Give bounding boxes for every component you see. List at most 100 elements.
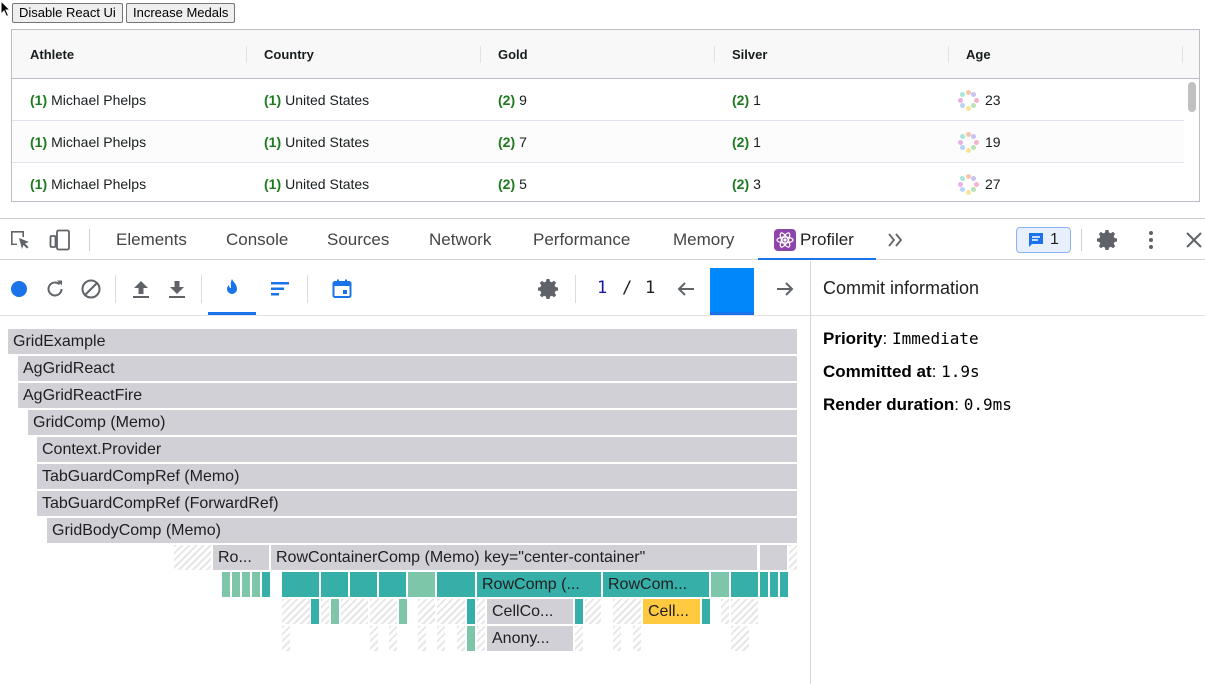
flame-node-unrendered[interactable]: [575, 626, 583, 651]
flame-node[interactable]: [350, 572, 377, 597]
previous-commit-arrow-icon[interactable]: [674, 277, 698, 301]
close-icon[interactable]: [1182, 228, 1205, 252]
flame-node-unrendered[interactable]: [731, 599, 758, 624]
flame-node-unrendered[interactable]: [731, 626, 749, 651]
flame-node-unrendered[interactable]: [721, 599, 729, 624]
reload-and-profile-icon[interactable]: [43, 277, 67, 301]
flame-node-unrendered[interactable]: [418, 626, 426, 651]
flame-node[interactable]: GridExample: [8, 329, 797, 354]
flame-node[interactable]: [262, 572, 270, 597]
flame-node[interactable]: AgGridReactFire: [18, 383, 797, 408]
flame-node[interactable]: Context.Provider: [37, 437, 797, 462]
grid-scrollbar[interactable]: [1188, 82, 1196, 112]
flamegraph-icon[interactable]: [220, 277, 244, 301]
flame-node-unrendered[interactable]: [174, 545, 211, 570]
flame-node[interactable]: [731, 572, 758, 597]
save-profile-icon[interactable]: [165, 277, 189, 301]
flame-node[interactable]: [282, 572, 319, 597]
flame-node[interactable]: GridComp (Memo): [28, 410, 797, 435]
flame-node[interactable]: [575, 599, 583, 624]
flame-node-unrendered[interactable]: [477, 599, 485, 624]
disable-react-ui-button[interactable]: Disable React Ui: [12, 3, 123, 23]
table-row[interactable]: (1) Michael Phelps (1) United States (2) 9 …: [12, 79, 1184, 121]
header-athlete[interactable]: Athlete: [30, 47, 75, 62]
table-row[interactable]: (1) Michael Phelps (1) United States (2) 7 …: [12, 121, 1184, 163]
flame-node-unrendered[interactable]: [341, 599, 368, 624]
more-tabs-chevron-icon[interactable]: [884, 228, 908, 252]
flame-node-unrendered[interactable]: [418, 599, 435, 624]
flame-node[interactable]: TabGuardCompRef (ForwardRef): [37, 491, 797, 516]
flame-node[interactable]: [252, 572, 260, 597]
flame-node-unrendered[interactable]: [477, 626, 485, 651]
flame-node[interactable]: [408, 572, 435, 597]
tab-elements[interactable]: Elements: [116, 230, 187, 249]
flame-node[interactable]: [760, 545, 787, 570]
flame-node[interactable]: [770, 572, 778, 597]
header-separator[interactable]: [246, 46, 247, 63]
header-separator[interactable]: [1182, 46, 1183, 63]
flame-node[interactable]: [399, 599, 407, 624]
profiler-settings-gear-icon[interactable]: [537, 277, 561, 301]
flame-node-unrendered[interactable]: [437, 599, 465, 624]
flame-node-unrendered[interactable]: [321, 599, 329, 624]
flame-node[interactable]: [780, 572, 788, 597]
flame-node[interactable]: TabGuardCompRef (Memo): [37, 464, 797, 489]
header-silver[interactable]: Silver: [732, 47, 768, 62]
flame-node[interactable]: [321, 572, 348, 597]
flame-node-unrendered[interactable]: [282, 599, 310, 624]
more-options-icon[interactable]: [1139, 228, 1163, 252]
flame-node[interactable]: Cell...: [643, 599, 700, 624]
flame-node[interactable]: [222, 572, 230, 597]
device-toolbar-icon[interactable]: [48, 228, 72, 252]
flame-node[interactable]: RowContainerComp (Memo) key="center-cont…: [271, 545, 757, 570]
flame-node-unrendered[interactable]: [370, 599, 397, 624]
flame-node[interactable]: RowComp (...: [477, 572, 601, 597]
flame-node[interactable]: [311, 599, 319, 624]
flame-node-unrendered[interactable]: [437, 626, 445, 651]
header-separator[interactable]: [480, 46, 481, 63]
flame-node-unrendered[interactable]: [389, 626, 397, 651]
flame-node-unrendered[interactable]: [282, 626, 290, 651]
gear-icon[interactable]: [1096, 228, 1120, 252]
flame-node-unrendered[interactable]: [613, 626, 621, 651]
header-age[interactable]: Age: [966, 47, 991, 62]
tab-performance[interactable]: Performance: [533, 230, 631, 249]
flame-node[interactable]: [379, 572, 406, 597]
load-profile-icon[interactable]: [129, 277, 153, 301]
commit-bar[interactable]: [710, 268, 754, 312]
flame-node[interactable]: [331, 599, 339, 624]
flame-node[interactable]: [760, 572, 768, 597]
inspect-element-icon[interactable]: [8, 228, 32, 252]
flame-node[interactable]: [437, 572, 475, 597]
increase-medals-button[interactable]: Increase Medals: [126, 3, 236, 23]
tab-memory[interactable]: Memory: [673, 230, 735, 249]
header-separator[interactable]: [714, 46, 715, 63]
flame-node[interactable]: [711, 572, 729, 597]
flame-node[interactable]: Anony...: [487, 626, 573, 651]
tab-network[interactable]: Network: [429, 230, 492, 249]
messages-button[interactable]: 1: [1016, 227, 1071, 253]
flame-node-unrendered[interactable]: [613, 599, 641, 624]
header-country[interactable]: Country: [264, 47, 314, 62]
flame-node-unrendered[interactable]: [457, 626, 465, 651]
tab-console[interactable]: Console: [226, 230, 289, 249]
flame-node[interactable]: Ro...: [213, 545, 269, 570]
flame-node[interactable]: [232, 572, 240, 597]
flame-node[interactable]: RowCom...: [603, 572, 709, 597]
header-gold[interactable]: Gold: [498, 47, 528, 62]
flame-node[interactable]: GridBodyComp (Memo): [47, 518, 797, 543]
flame-node[interactable]: [242, 572, 250, 597]
clear-profiling-icon[interactable]: [79, 277, 103, 301]
timeline-calendar-icon[interactable]: [330, 277, 354, 301]
ranked-chart-icon[interactable]: [268, 277, 292, 301]
tab-profiler[interactable]: Profiler: [758, 219, 876, 260]
flame-node[interactable]: AgGridReact: [18, 356, 797, 381]
next-commit-arrow-icon[interactable]: [773, 277, 797, 301]
flame-node[interactable]: CellCo...: [487, 599, 573, 624]
flame-node-unrendered[interactable]: [789, 545, 797, 570]
flame-node-unrendered[interactable]: [633, 626, 641, 651]
table-row[interactable]: (1) Michael Phelps (1) United States (2) 5 …: [12, 163, 1184, 201]
record-icon[interactable]: [7, 277, 31, 301]
flame-node[interactable]: [467, 599, 475, 624]
tab-sources[interactable]: Sources: [327, 230, 390, 249]
